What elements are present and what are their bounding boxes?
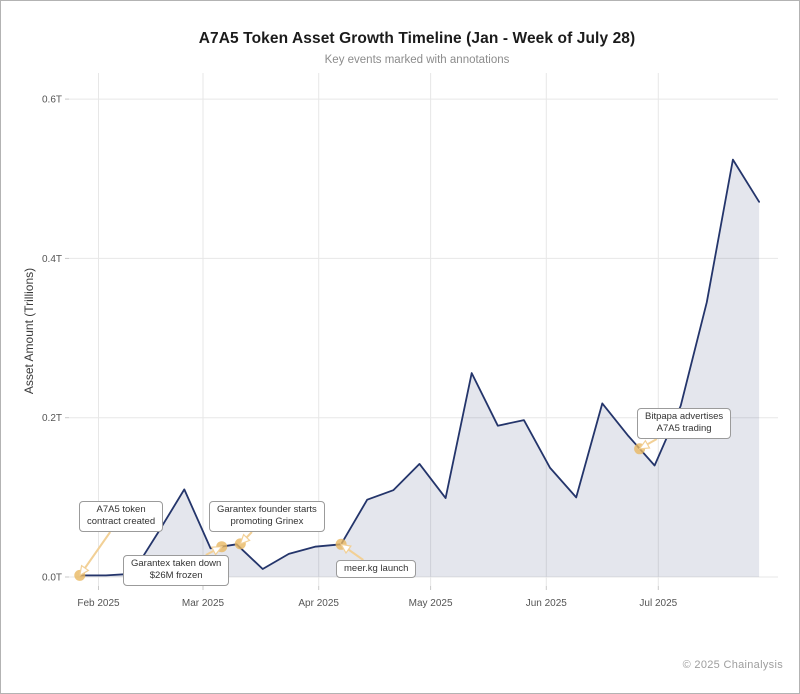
annotation-text: $26M frozen	[149, 570, 203, 582]
annotation-arrow	[347, 548, 364, 561]
annotation-arrowhead	[339, 543, 352, 555]
x-tick-label: Apr 2025	[298, 598, 339, 609]
x-tick-label: Jul 2025	[639, 598, 677, 609]
asset-area	[79, 159, 760, 577]
x-tick-label: May 2025	[409, 598, 453, 609]
annotation-text: Garantex taken down	[131, 558, 222, 569]
x-tick-label: Mar 2025	[182, 598, 225, 609]
annotation-text: promoting Grinex	[230, 516, 304, 528]
annotation-arrowhead	[239, 533, 251, 545]
annotation-box: meer.kg launch	[336, 560, 417, 579]
annotation-arrow	[205, 550, 215, 556]
annotation-text: meer.kg launch	[344, 563, 409, 574]
asset-line	[78, 158, 760, 577]
annotation-box: A7A5 token contract created	[79, 501, 164, 532]
y-tick-label: 0.2T	[42, 413, 62, 424]
annotation-box: Garantex taken down $26M frozen	[123, 555, 230, 586]
annotation-arrowhead	[210, 546, 223, 556]
x-tick-label: Jun 2025	[526, 598, 568, 609]
y-tick-label: 0.0T	[42, 573, 62, 584]
chart-subtitle: Key events marked with annotations	[324, 54, 510, 66]
annotation-text: A7A5 trading	[656, 423, 712, 435]
annotation-arrowhead	[78, 564, 90, 577]
annotation-arrow	[84, 531, 112, 569]
annotation-text: contract created	[87, 516, 156, 528]
annotation-text: Garantex founder starts	[217, 504, 317, 515]
annotation-box: Bitpapa advertises A7A5 trading	[637, 408, 732, 439]
annotation-arrow	[647, 438, 658, 446]
annotation-box: Garantex founder starts promoting Grinex	[209, 501, 325, 532]
annotation-arrowhead	[638, 439, 651, 450]
annotation-text: Bitpapa advertises	[645, 411, 724, 422]
chart-title: A7A5 Token Asset Growth Timeline (Jan - …	[198, 30, 636, 47]
annotation-arrow	[245, 531, 253, 539]
x-tick-label: Feb 2025	[77, 598, 120, 609]
y-tick-label: 0.4T	[42, 254, 62, 265]
copyright-credit: © 2025 Chainalysis	[682, 659, 783, 671]
annotation-text: A7A5 token	[96, 504, 146, 515]
y-tick-label: 0.6T	[42, 95, 62, 106]
